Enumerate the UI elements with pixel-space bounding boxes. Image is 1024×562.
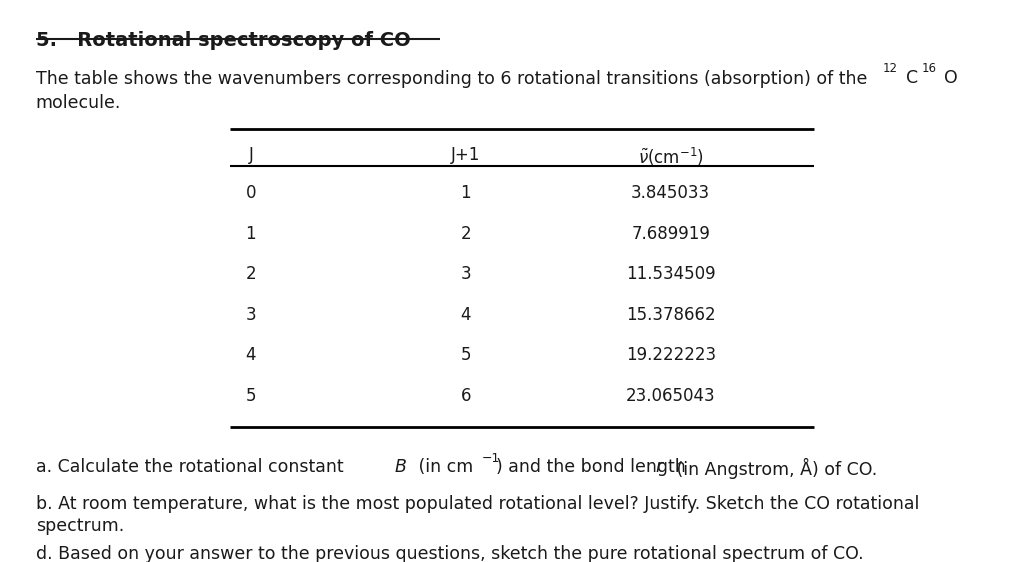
Text: 4: 4 — [461, 306, 471, 324]
Text: 12: 12 — [883, 62, 898, 75]
Text: 3: 3 — [461, 265, 471, 283]
Text: J+1: J+1 — [452, 146, 480, 164]
Text: 6: 6 — [461, 387, 471, 405]
Text: C: C — [906, 69, 919, 87]
Text: 5.   Rotational spectroscopy of CO: 5. Rotational spectroscopy of CO — [36, 31, 411, 50]
Text: J: J — [249, 146, 253, 164]
Text: 15.378662: 15.378662 — [626, 306, 716, 324]
Text: 11.534509: 11.534509 — [626, 265, 716, 283]
Text: ) and the bond length: ) and the bond length — [496, 458, 691, 476]
Text: b. At room temperature, what is the most populated rotational level? Justify. Sk: b. At room temperature, what is the most… — [36, 495, 920, 513]
Text: $\tilde{\nu}(\mathrm{cm}^{-1})$: $\tilde{\nu}(\mathrm{cm}^{-1})$ — [638, 146, 703, 168]
Text: spectrum.: spectrum. — [36, 517, 124, 535]
Text: 2: 2 — [246, 265, 256, 283]
Text: −1: −1 — [481, 452, 500, 465]
Text: (in Angstrom, Å) of CO.: (in Angstrom, Å) of CO. — [671, 458, 877, 479]
Text: 1: 1 — [461, 184, 471, 202]
Text: 5: 5 — [246, 387, 256, 405]
Text: 5: 5 — [461, 346, 471, 364]
Text: 1: 1 — [246, 225, 256, 243]
Text: 16: 16 — [922, 62, 937, 75]
Text: O: O — [944, 69, 957, 87]
Text: $r$: $r$ — [655, 458, 666, 476]
Text: 0: 0 — [246, 184, 256, 202]
Text: 2: 2 — [461, 225, 471, 243]
Text: 3: 3 — [246, 306, 256, 324]
Text: 23.065043: 23.065043 — [626, 387, 716, 405]
Text: 19.222223: 19.222223 — [626, 346, 716, 364]
Text: molecule.: molecule. — [36, 94, 121, 112]
Text: 4: 4 — [246, 346, 256, 364]
Text: 3.845033: 3.845033 — [631, 184, 711, 202]
Text: d. Based on your answer to the previous questions, sketch the pure rotational sp: d. Based on your answer to the previous … — [36, 545, 863, 562]
Text: $B$: $B$ — [394, 458, 408, 476]
Text: (in cm: (in cm — [413, 458, 473, 476]
Text: a. Calculate the rotational constant: a. Calculate the rotational constant — [36, 458, 349, 476]
Text: 7.689919: 7.689919 — [631, 225, 711, 243]
Text: The table shows the wavenumbers corresponding to 6 rotational transitions (absor: The table shows the wavenumbers correspo… — [36, 70, 872, 88]
